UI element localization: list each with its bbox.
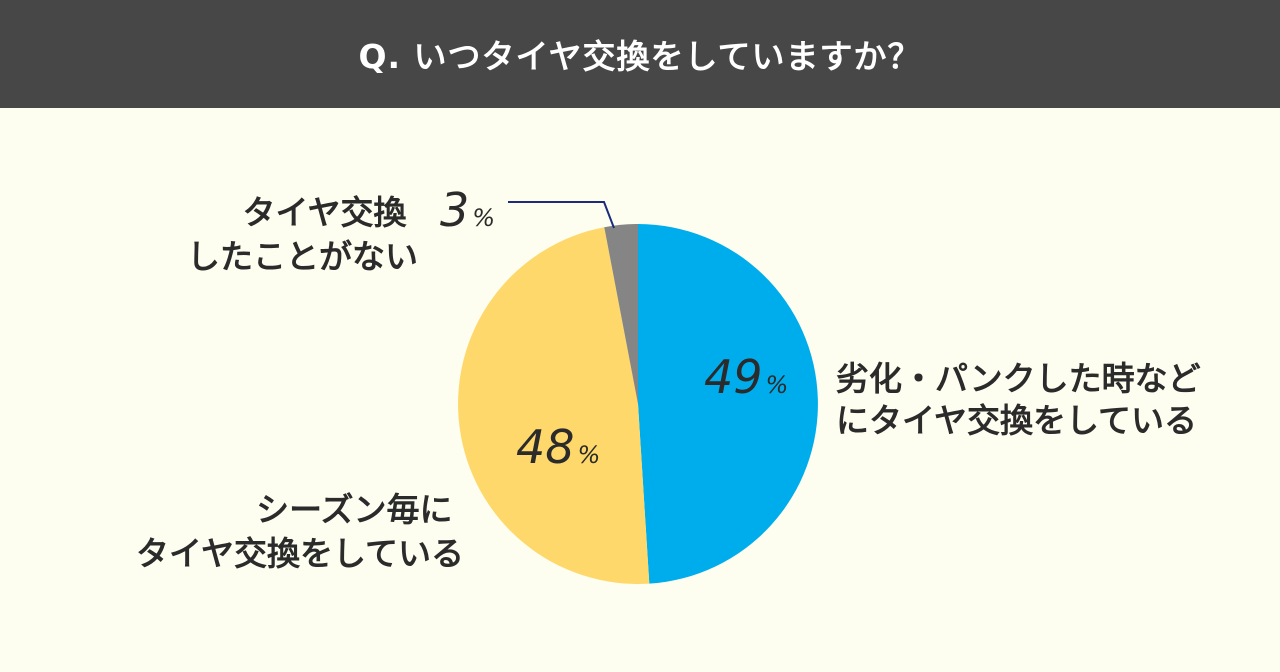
question-title: Q. いつタイヤ交換をしていますか？ — [358, 37, 922, 76]
pct-label-seasonal: 48% — [516, 420, 600, 474]
slice-never-changed — [604, 224, 638, 404]
label-seasonal: シーズン毎に タイヤ交換をしている — [136, 490, 464, 573]
slice-seasonal — [458, 227, 650, 584]
leader-line-never-changed — [508, 201, 615, 229]
question-header: Q. いつタイヤ交換をしていますか？ — [0, 0, 1280, 108]
slice-deterioration — [638, 224, 818, 584]
pct-label-never-changed: 3% — [440, 183, 495, 237]
pct-label-deterioration: 49% — [704, 350, 788, 404]
pie-slices — [458, 224, 818, 584]
label-never-changed: タイヤ交換 したことがない — [187, 193, 418, 276]
label-deterioration: 劣化・パンクした時など にタイヤ交換をしている — [836, 359, 1212, 440]
